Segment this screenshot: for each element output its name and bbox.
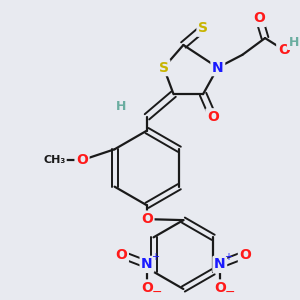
Text: N: N — [212, 61, 224, 75]
Text: O: O — [141, 212, 153, 226]
Text: +: + — [224, 251, 232, 262]
Text: O: O — [214, 281, 226, 295]
Text: +: + — [151, 251, 159, 262]
Text: N: N — [214, 257, 226, 272]
Text: CH₃: CH₃ — [44, 155, 66, 165]
Text: −: − — [152, 285, 162, 298]
Text: O: O — [278, 43, 290, 57]
Text: S: S — [159, 61, 169, 75]
Text: O: O — [253, 11, 265, 26]
Text: S: S — [198, 21, 208, 35]
Text: H: H — [288, 35, 299, 49]
Text: −: − — [224, 285, 235, 298]
Text: N: N — [141, 257, 153, 272]
Text: O: O — [141, 281, 153, 295]
Text: O: O — [207, 110, 219, 124]
Text: H: H — [116, 100, 127, 113]
Text: O: O — [76, 153, 88, 167]
Text: O: O — [239, 248, 251, 262]
Text: O: O — [116, 248, 127, 262]
